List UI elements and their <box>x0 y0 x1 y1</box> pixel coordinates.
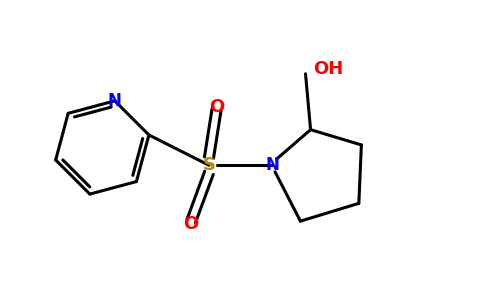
Text: N: N <box>108 92 121 110</box>
Text: O: O <box>183 215 199 233</box>
Text: O: O <box>209 98 224 116</box>
Text: S: S <box>202 156 215 174</box>
Text: OH: OH <box>313 60 343 78</box>
Text: N: N <box>266 156 279 174</box>
